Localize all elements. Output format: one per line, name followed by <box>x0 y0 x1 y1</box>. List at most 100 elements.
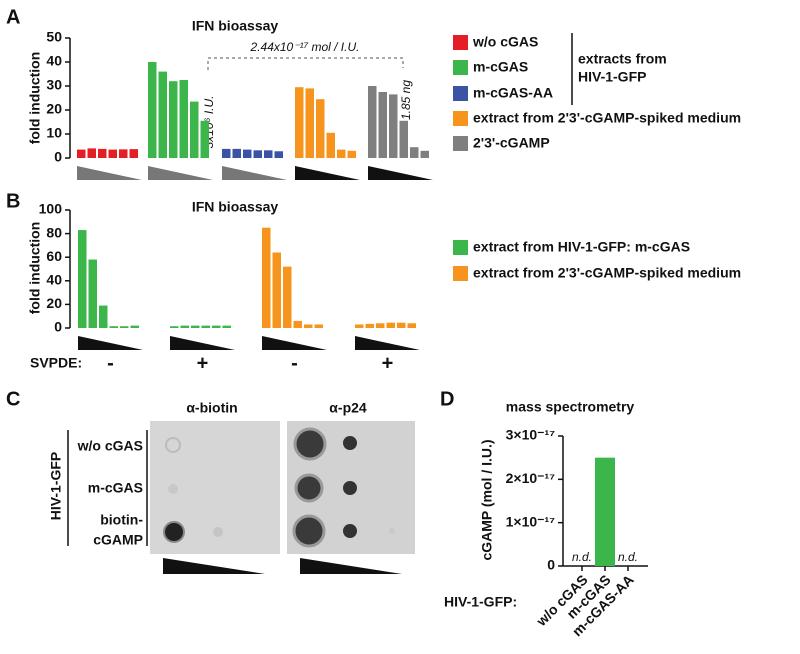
annotation-bracket <box>207 57 404 70</box>
chart-title: mass spectrometry <box>506 399 635 415</box>
blot-spot <box>292 514 326 548</box>
bar <box>347 150 356 158</box>
bar <box>274 151 283 158</box>
blot-spot <box>163 521 185 543</box>
legend-label: extract from HIV-1-GFP: m-cGAS <box>473 239 690 255</box>
dilution-triangle <box>170 336 235 350</box>
panel-letter: A <box>6 6 20 28</box>
bar <box>262 227 271 328</box>
chart-title: IFN bioassay <box>192 199 279 215</box>
bar <box>595 457 615 566</box>
legend-group-label: extracts from <box>578 51 667 67</box>
y-tick-label: 0 <box>54 149 62 165</box>
bar <box>386 322 395 328</box>
bar <box>399 120 408 158</box>
blot-spot <box>343 524 357 538</box>
bar <box>98 148 107 158</box>
bar <box>283 266 292 328</box>
bar <box>368 86 377 158</box>
legend-label: extract from 2'3'-cGAMP-spiked medium <box>473 110 741 126</box>
bar <box>190 101 199 158</box>
dilution-triangle <box>148 166 213 180</box>
y-axis-label: cGAMP (mol / I.U.) <box>479 439 495 560</box>
column-label: α-biotin <box>186 400 237 416</box>
blot-spot <box>343 481 357 495</box>
y-tick-label: 1×10⁻¹⁷ <box>506 513 556 529</box>
column-label: α-p24 <box>329 400 367 416</box>
dilution-triangle <box>355 336 420 350</box>
bar <box>180 325 189 328</box>
bar <box>253 150 262 158</box>
bar <box>243 149 252 158</box>
blot-spot <box>389 528 395 534</box>
legend-swatch <box>453 240 468 255</box>
blot-spot <box>168 484 178 494</box>
bar <box>365 323 374 328</box>
blot-spot <box>294 473 324 503</box>
x-tick-label: - <box>107 352 114 374</box>
bar <box>179 80 188 158</box>
bar <box>77 149 86 158</box>
y-tick-label: 10 <box>46 125 62 141</box>
y-tick-label: 50 <box>46 29 62 45</box>
dilution-triangle <box>262 336 327 350</box>
annotation: 2.44x10⁻¹⁷ mol / I.U. <box>250 40 360 54</box>
y-tick-label: 0 <box>547 557 555 573</box>
bar <box>120 326 129 328</box>
bar <box>264 150 273 158</box>
bar <box>200 120 209 158</box>
panel-letter: B <box>6 190 20 212</box>
legend-swatch <box>453 266 468 281</box>
bar <box>108 149 117 158</box>
bar <box>191 325 200 328</box>
bar <box>407 323 416 328</box>
bar <box>326 132 335 158</box>
y-tick-label: 100 <box>39 201 63 217</box>
bar <box>129 149 138 158</box>
x-tick-label: + <box>197 352 209 374</box>
legend-swatch <box>453 60 468 75</box>
bar <box>304 324 313 328</box>
value-label: n.d. <box>618 550 638 564</box>
bar <box>170 326 179 328</box>
blot-spot <box>165 437 181 453</box>
bar <box>201 325 210 328</box>
y-tick-label: 0 <box>54 319 62 335</box>
blot-spot <box>213 527 223 537</box>
chart-title: IFN bioassay <box>192 18 279 34</box>
legend-swatch <box>453 111 468 126</box>
y-tick-label: 60 <box>46 248 62 264</box>
bar <box>222 148 231 158</box>
bar <box>130 325 139 328</box>
y-tick-label: 3×10⁻¹⁷ <box>506 427 556 443</box>
dilution-triangle <box>295 166 360 180</box>
bar <box>148 62 157 158</box>
row-label: m-cGAS <box>88 480 143 496</box>
row-label: cGAMP <box>93 532 143 548</box>
legend-label: m-cGAS <box>473 59 528 75</box>
x-axis-label: HIV-1-GFP: <box>444 594 517 610</box>
y-tick-label: 40 <box>46 53 62 69</box>
bar <box>78 230 87 328</box>
bar <box>316 99 325 158</box>
legend-label: w/o cGAS <box>472 34 538 50</box>
bar <box>158 71 167 158</box>
bar <box>389 94 398 158</box>
blot-spot <box>293 427 327 461</box>
bar <box>376 323 385 328</box>
value-label: n.d. <box>572 550 592 564</box>
dilution-triangle <box>77 166 142 180</box>
bar <box>119 149 128 158</box>
bar <box>420 150 429 158</box>
y-axis-label: fold induction <box>27 222 43 315</box>
y-tick-label: 80 <box>46 224 62 240</box>
y-tick-label: 20 <box>46 295 62 311</box>
bar <box>212 325 221 328</box>
bar <box>295 87 304 158</box>
bar <box>314 324 323 328</box>
bar <box>88 259 97 328</box>
bar <box>293 320 302 328</box>
bar <box>305 88 314 158</box>
annotation: 1.85 ng <box>399 80 413 120</box>
